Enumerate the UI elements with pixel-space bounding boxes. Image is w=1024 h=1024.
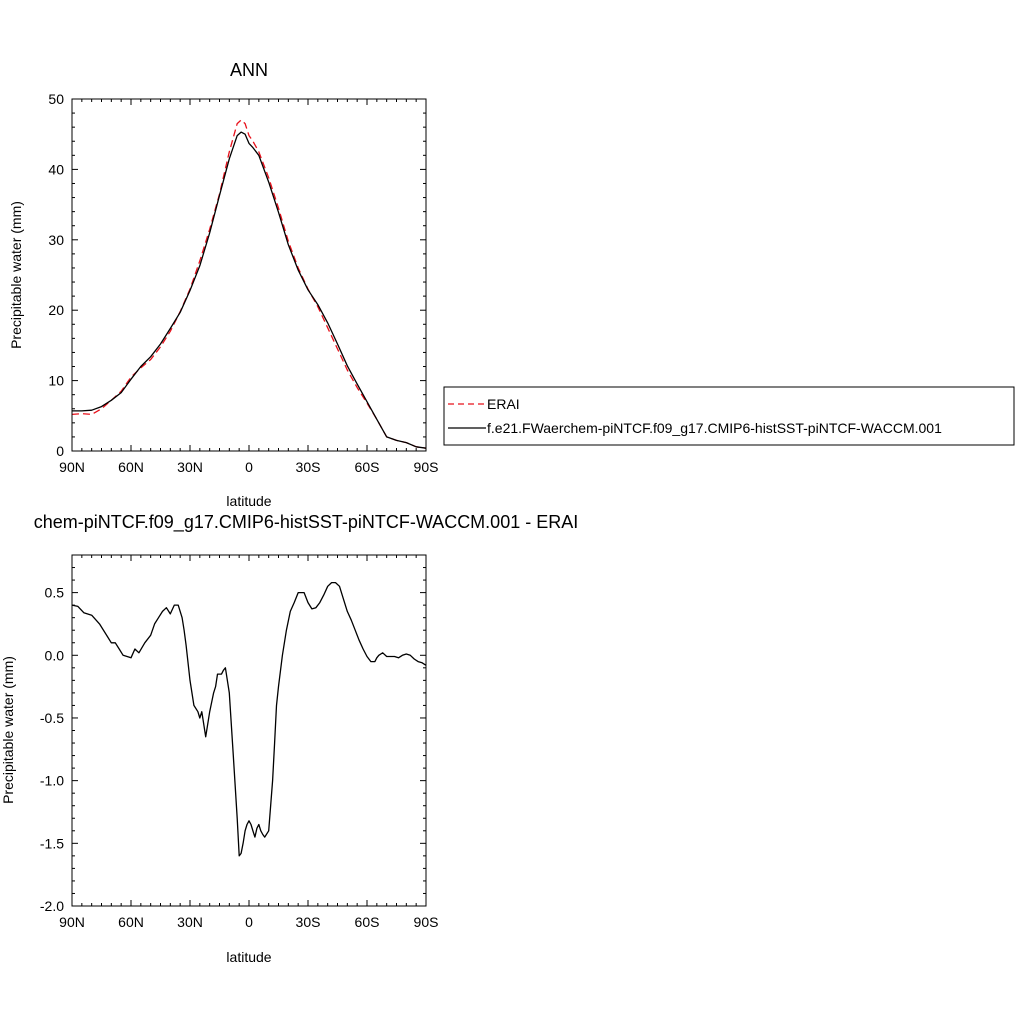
x-tick-label: 0 xyxy=(245,459,253,475)
difference-chart: chem-piNTCF.f09_g17.CMIP6-histSST-piNTCF… xyxy=(0,512,578,965)
x-axis-label: latitude xyxy=(226,949,271,965)
series-group xyxy=(71,119,427,449)
y-tick-label: -1.5 xyxy=(40,835,64,851)
series-line-model xyxy=(72,131,427,449)
y-tick-label: 40 xyxy=(48,161,64,177)
y-axis-label: Precipitable water (mm) xyxy=(8,201,24,349)
y-tick-label: 50 xyxy=(48,91,64,107)
y-tick-label: -1.0 xyxy=(40,773,64,789)
y-axis-label: Precipitable water (mm) xyxy=(0,656,16,804)
series-group xyxy=(71,581,427,857)
legend-label-model: f.e21.FWaerchem-piNTCF.f09_g17.CMIP6-his… xyxy=(487,420,942,436)
x-tick-label: 60N xyxy=(118,914,144,930)
x-tick-label: 30N xyxy=(177,914,203,930)
y-tick-label: 10 xyxy=(48,373,64,389)
tick-group: 90N 60N 30N 0 30S 60S 90S 0 10 20 30 40 50 xyxy=(48,91,438,475)
y-tick-label: 0.0 xyxy=(45,647,65,663)
x-tick-label: 60S xyxy=(355,459,380,475)
legend-box xyxy=(443,386,1015,446)
legend-label-erai: ERAI xyxy=(487,396,520,412)
chart-title: ANN xyxy=(230,60,268,80)
x-tick-label: 0 xyxy=(245,914,253,930)
chart-title: chem-piNTCF.f09_g17.CMIP6-histSST-piNTCF… xyxy=(34,512,578,533)
x-tick-label: 30S xyxy=(296,914,321,930)
x-tick-label: 30N xyxy=(177,459,203,475)
y-tick-label: 30 xyxy=(48,232,64,248)
x-axis-label: latitude xyxy=(226,493,271,509)
zonal-mean-chart: ANN Precipitable water (mm) latitude 90N… xyxy=(8,60,1015,509)
x-tick-label: 60S xyxy=(355,914,380,930)
x-tick-label: 90S xyxy=(414,459,439,475)
x-tick-label: 30S xyxy=(296,459,321,475)
plot-frame xyxy=(71,98,427,452)
x-tick-label: 90N xyxy=(59,459,85,475)
plot-frame xyxy=(71,554,427,907)
legend: ERAI f.e21.FWaerchem-piNTCF.f09_g17.CMIP… xyxy=(443,386,1015,446)
x-tick-label: 90S xyxy=(414,914,439,930)
series-line-erai xyxy=(71,119,427,449)
x-tick-label: 90N xyxy=(59,914,85,930)
y-tick-label: -2.0 xyxy=(40,898,64,914)
y-tick-label: 0.5 xyxy=(45,585,65,601)
series-line-difference xyxy=(71,581,427,857)
x-tick-label: 60N xyxy=(118,459,144,475)
y-tick-label: 20 xyxy=(48,302,64,318)
tick-group: 90N 60N 30N 0 30S 60S 90S -2.0 -1.5 -1.0 -0.5 0.0 0.… xyxy=(40,554,439,930)
y-tick-label: 0 xyxy=(56,443,64,459)
y-tick-label: -0.5 xyxy=(40,710,64,726)
